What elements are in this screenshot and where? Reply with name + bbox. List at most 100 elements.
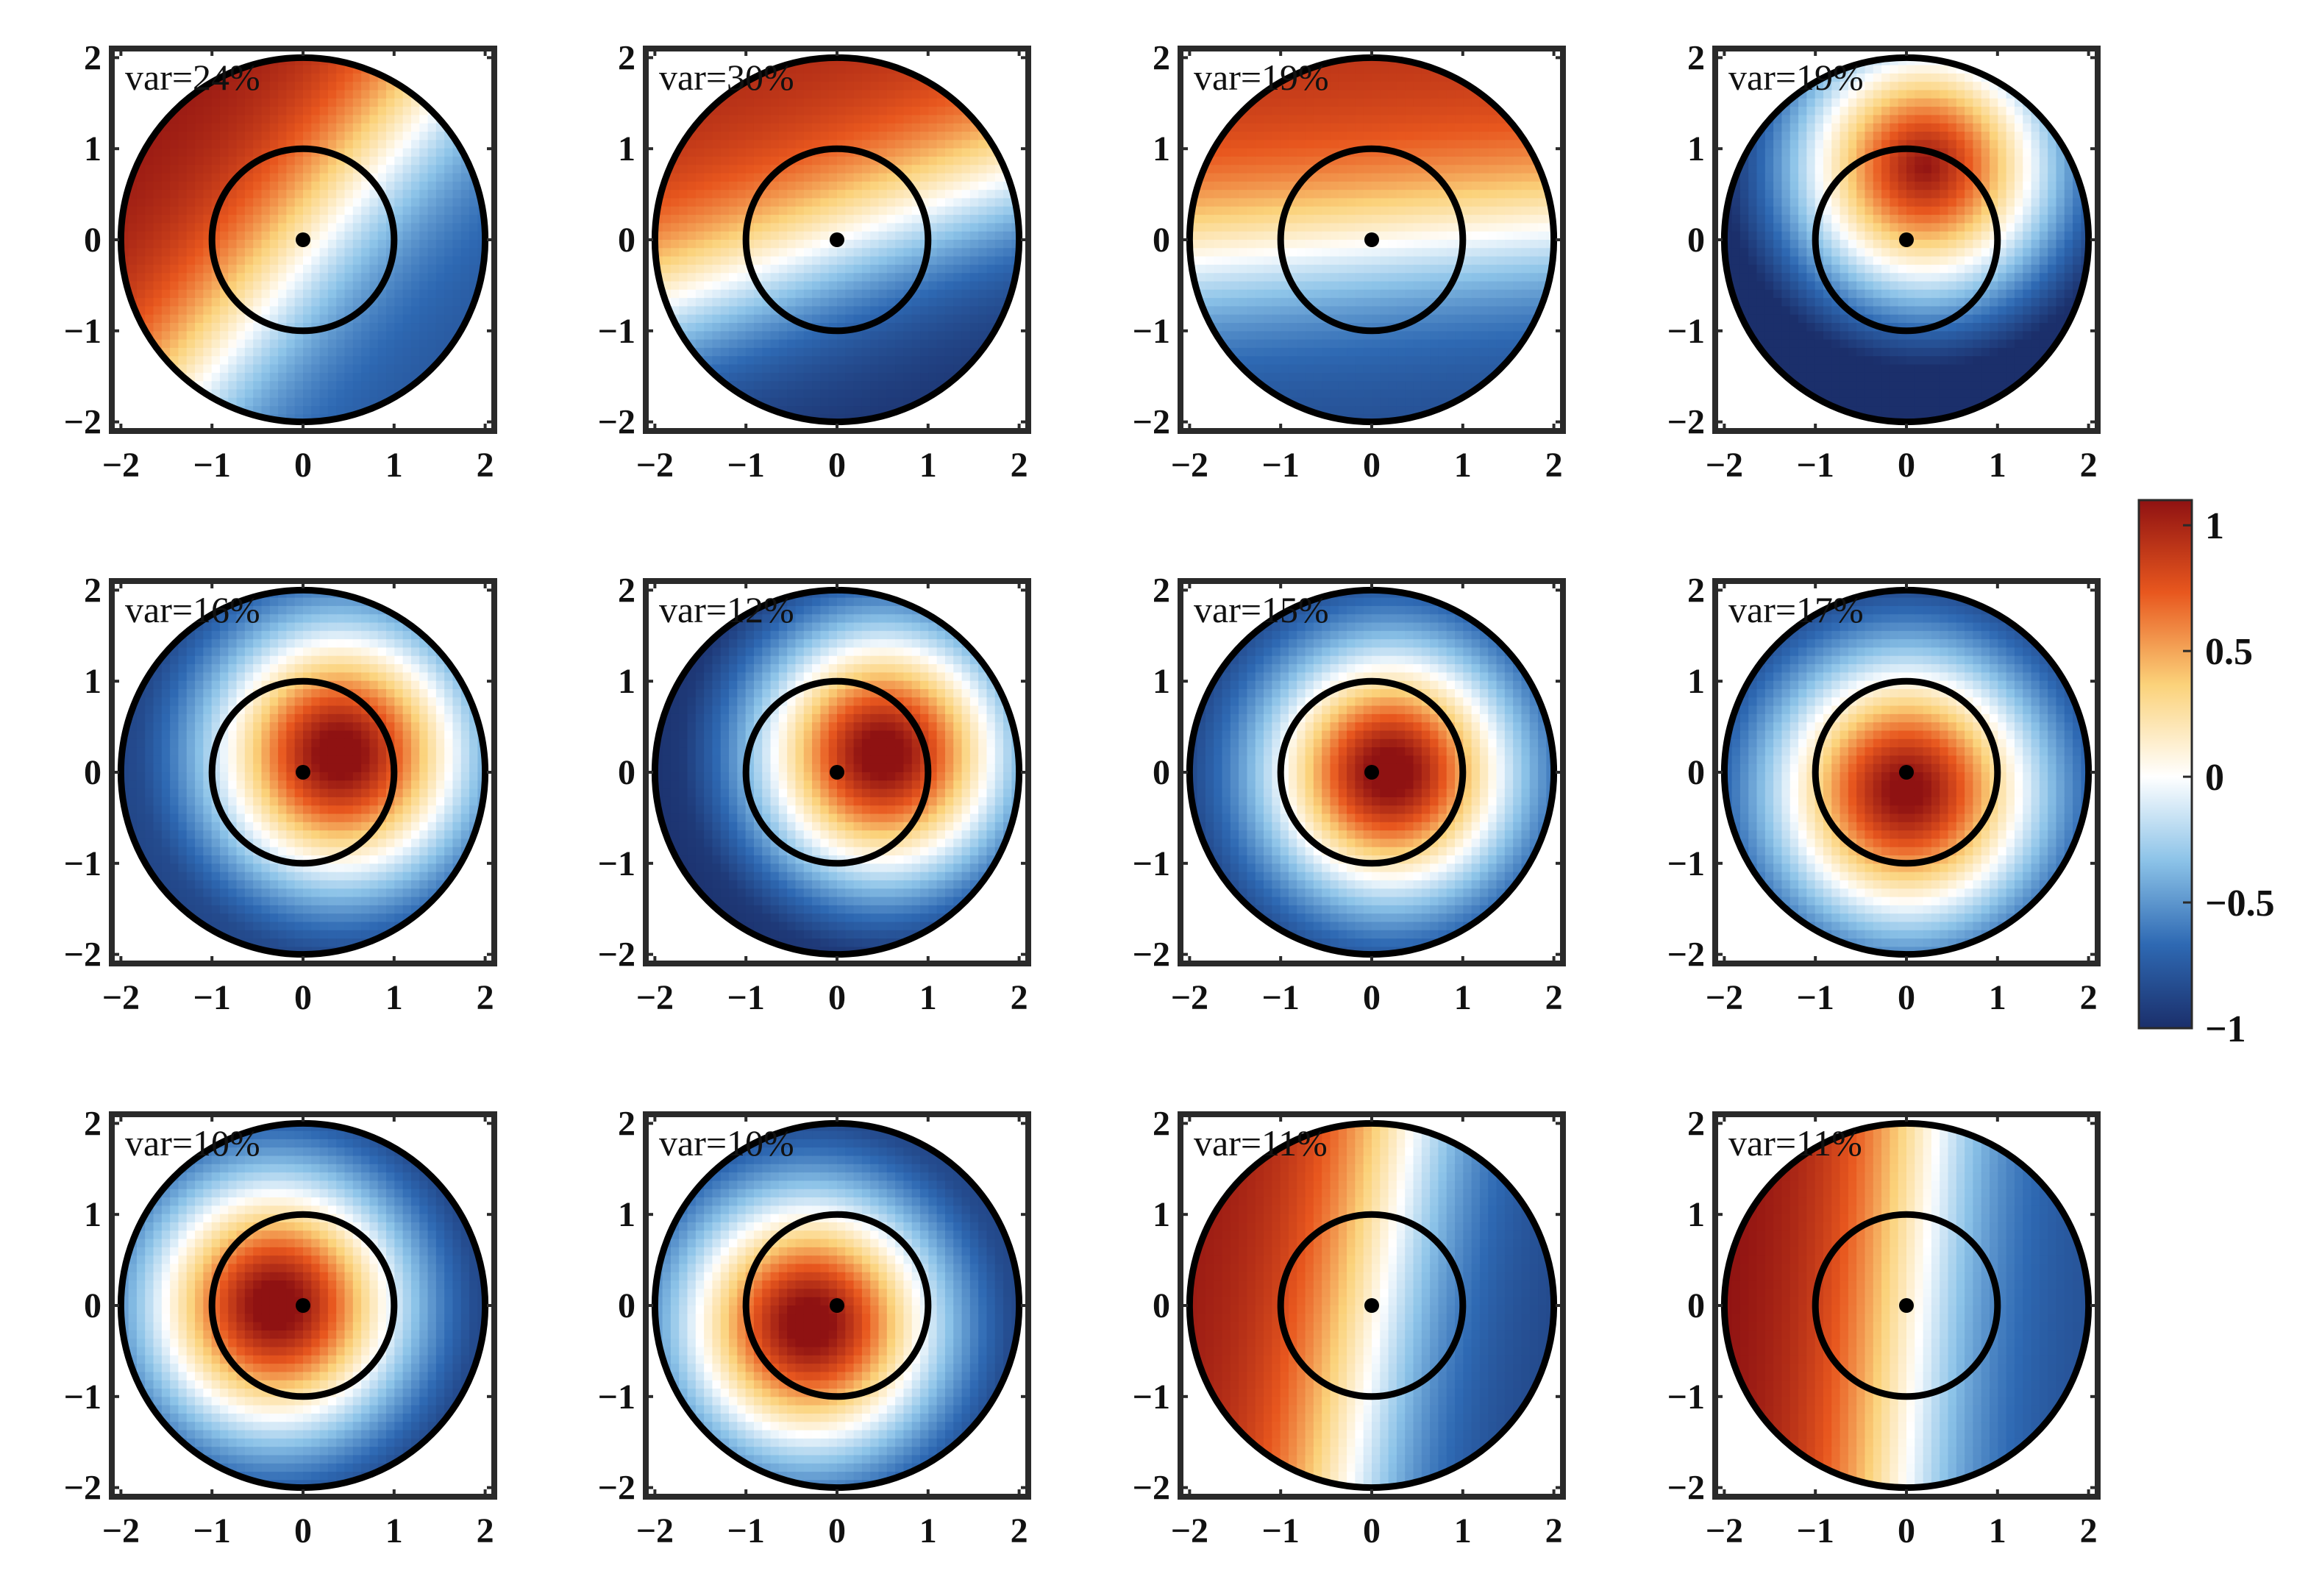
heatmap-cell <box>311 339 321 349</box>
heatmap-cell <box>1197 107 1206 116</box>
heatmap-cell <box>812 190 822 199</box>
heatmap-cell <box>778 115 788 124</box>
heatmap-cell <box>477 364 485 374</box>
heatmap-cell <box>1280 156 1289 166</box>
heatmap-cell <box>303 306 313 316</box>
heatmap-cell <box>469 364 479 374</box>
heatmap-cell <box>244 215 254 224</box>
heatmap-cell <box>410 206 421 215</box>
heatmap-cell <box>195 347 204 357</box>
heatmap-cell <box>853 198 863 207</box>
heatmap-cell <box>870 190 880 199</box>
heatmap-cell <box>853 65 863 74</box>
heatmap-cell <box>369 248 379 257</box>
heatmap-cell <box>737 173 747 182</box>
heatmap-cell <box>920 173 930 182</box>
heatmap-cell <box>1255 356 1264 366</box>
heatmap-cell <box>978 406 988 416</box>
heatmap-cell <box>961 181 971 190</box>
heatmap-cell <box>704 281 713 291</box>
center-point <box>830 232 844 247</box>
heatmap-cell <box>845 165 855 174</box>
heatmap-cell <box>294 264 304 274</box>
heatmap-cell <box>1003 273 1013 282</box>
heatmap-cell <box>936 248 946 257</box>
heatmap-cell <box>853 397 863 407</box>
heatmap-cell <box>186 347 196 357</box>
heatmap-cell <box>953 148 963 157</box>
heatmap-cell <box>419 223 429 232</box>
heatmap-cell <box>303 90 313 99</box>
heatmap-cell <box>261 107 271 116</box>
heatmap-cell <box>986 364 996 374</box>
heatmap-cell <box>920 314 930 324</box>
heatmap-cell <box>895 372 905 382</box>
heatmap-cell <box>762 381 772 391</box>
heatmap-cell <box>228 347 238 357</box>
heatmap-cell <box>269 190 279 199</box>
heatmap-cell <box>1272 406 1281 416</box>
heatmap-cell <box>203 364 213 374</box>
heatmap-cell <box>679 231 688 241</box>
heatmap-cell <box>903 148 913 157</box>
heatmap-cell <box>911 123 921 132</box>
heatmap-cell <box>444 289 454 299</box>
heatmap-cell <box>236 190 246 199</box>
heatmap-cell <box>1214 240 1223 249</box>
heatmap-cell <box>178 273 188 282</box>
heatmap-cell <box>1239 273 1248 282</box>
heatmap-cell <box>986 372 996 382</box>
heatmap-cell <box>153 281 163 291</box>
heatmap-cell <box>394 57 404 66</box>
heatmap-cell <box>729 406 738 416</box>
heatmap-cell <box>1189 314 1198 324</box>
heatmap-cell <box>903 273 913 282</box>
heatmap-cell <box>961 397 971 407</box>
heatmap-cell <box>870 90 880 99</box>
heatmap-cell <box>261 372 271 382</box>
heatmap-cell <box>170 273 179 282</box>
heatmap-cell <box>178 181 188 190</box>
heatmap-cell <box>253 347 263 357</box>
heatmap-cell <box>1197 240 1206 249</box>
heatmap-cell <box>186 298 196 307</box>
heatmap-cell <box>145 347 154 357</box>
heatmap-cell <box>1264 115 1273 124</box>
heatmap-cell <box>969 156 979 166</box>
heatmap-cell <box>870 298 880 307</box>
heatmap-cell <box>1255 173 1264 182</box>
heatmap-cell <box>303 206 313 215</box>
heatmap-cell <box>903 356 913 366</box>
heatmap-cell <box>419 240 429 249</box>
heatmap-cell <box>969 82 979 91</box>
heatmap-cell <box>903 281 913 291</box>
heatmap-cell <box>352 323 362 332</box>
heatmap-cell <box>1255 273 1264 282</box>
heatmap-cell <box>269 215 279 224</box>
heatmap-cell <box>327 273 338 282</box>
heatmap-cell <box>861 356 872 366</box>
heatmap-cell <box>787 231 797 241</box>
heatmap-cell <box>953 314 963 324</box>
heatmap-cell <box>278 73 288 83</box>
heatmap-cell <box>1003 215 1013 224</box>
heatmap-cell <box>1280 356 1289 366</box>
heatmap-cell <box>261 198 271 207</box>
heatmap-cell <box>435 331 445 341</box>
heatmap-cell <box>161 273 171 282</box>
heatmap-cell <box>244 264 254 274</box>
heatmap-cell <box>361 240 371 249</box>
heatmap-cell <box>795 215 805 224</box>
heatmap-cell <box>961 414 971 422</box>
heatmap-cell <box>327 181 338 190</box>
heatmap-cell <box>236 215 246 224</box>
heatmap-cell <box>986 123 996 132</box>
heatmap-cell <box>1205 406 1215 416</box>
heatmap-cell <box>427 381 437 391</box>
heatmap-cell <box>928 190 938 199</box>
heatmap-cell <box>1297 198 1306 207</box>
heatmap-cell <box>319 256 329 266</box>
heatmap-cell <box>352 256 362 266</box>
heatmap-cell <box>377 356 387 366</box>
heatmap-cell <box>1247 406 1256 416</box>
